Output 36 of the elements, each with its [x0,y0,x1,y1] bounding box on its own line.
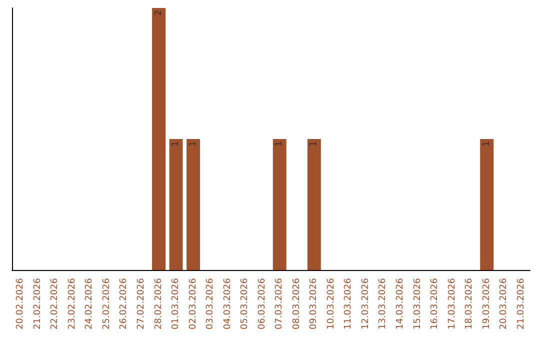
x-tick-label: 16.03.2026 [430,278,440,330]
x-tick-label: 06.03.2026 [257,278,268,330]
x-tick-label: 14.03.2026 [396,278,406,330]
x-tick-label: 13.03.2026 [378,278,388,330]
x-tick-label: 25.02.2026 [102,278,112,330]
data-label: 1 [482,141,492,147]
x-tick-label: 02.03.2026 [188,278,198,330]
x-tick-label: 15.03.2026 [412,278,423,330]
x-tick-label: 08.03.2026 [292,278,302,330]
x-tick-label: 04.03.2026 [222,278,233,330]
x-tick-label: 12.03.2026 [360,278,371,330]
x-tick-label: 11.03.2026 [344,278,354,330]
data-label: 1 [188,141,198,147]
x-tick-label: 21.02.2026 [32,278,43,330]
x-tick-label: 17.03.2026 [447,278,458,330]
x-tick-label: 03.03.2026 [206,278,216,330]
x-tick-label: 23.02.2026 [67,278,78,330]
data-label: 1 [309,141,320,147]
x-tick-label: 01.03.2026 [171,278,182,330]
x-tick-label: 05.03.2026 [240,278,250,330]
x-tick-label: 18.03.2026 [464,278,475,330]
x-tick-label: 21.03.2026 [516,278,526,330]
x-tick-label: 20.02.2026 [16,278,26,330]
x-tick-label: 28.02.2026 [154,278,164,330]
data-label: 2 [154,10,164,16]
data-label: 1 [274,141,285,147]
x-tick-label: 22.02.2026 [50,278,60,330]
x-tick-label: 20.03.2026 [499,278,510,330]
x-tick-label: 27.02.2026 [136,278,146,330]
x-tick-label: 24.02.2026 [84,278,95,330]
x-tick-label: 26.02.2026 [119,278,130,330]
x-tick-label: 07.03.2026 [274,278,285,330]
x-tick-label: 10.03.2026 [326,278,336,330]
data-label: 1 [171,141,182,147]
x-tick-label: 09.03.2026 [309,278,320,330]
x-tick-label: 19.03.2026 [482,278,492,330]
